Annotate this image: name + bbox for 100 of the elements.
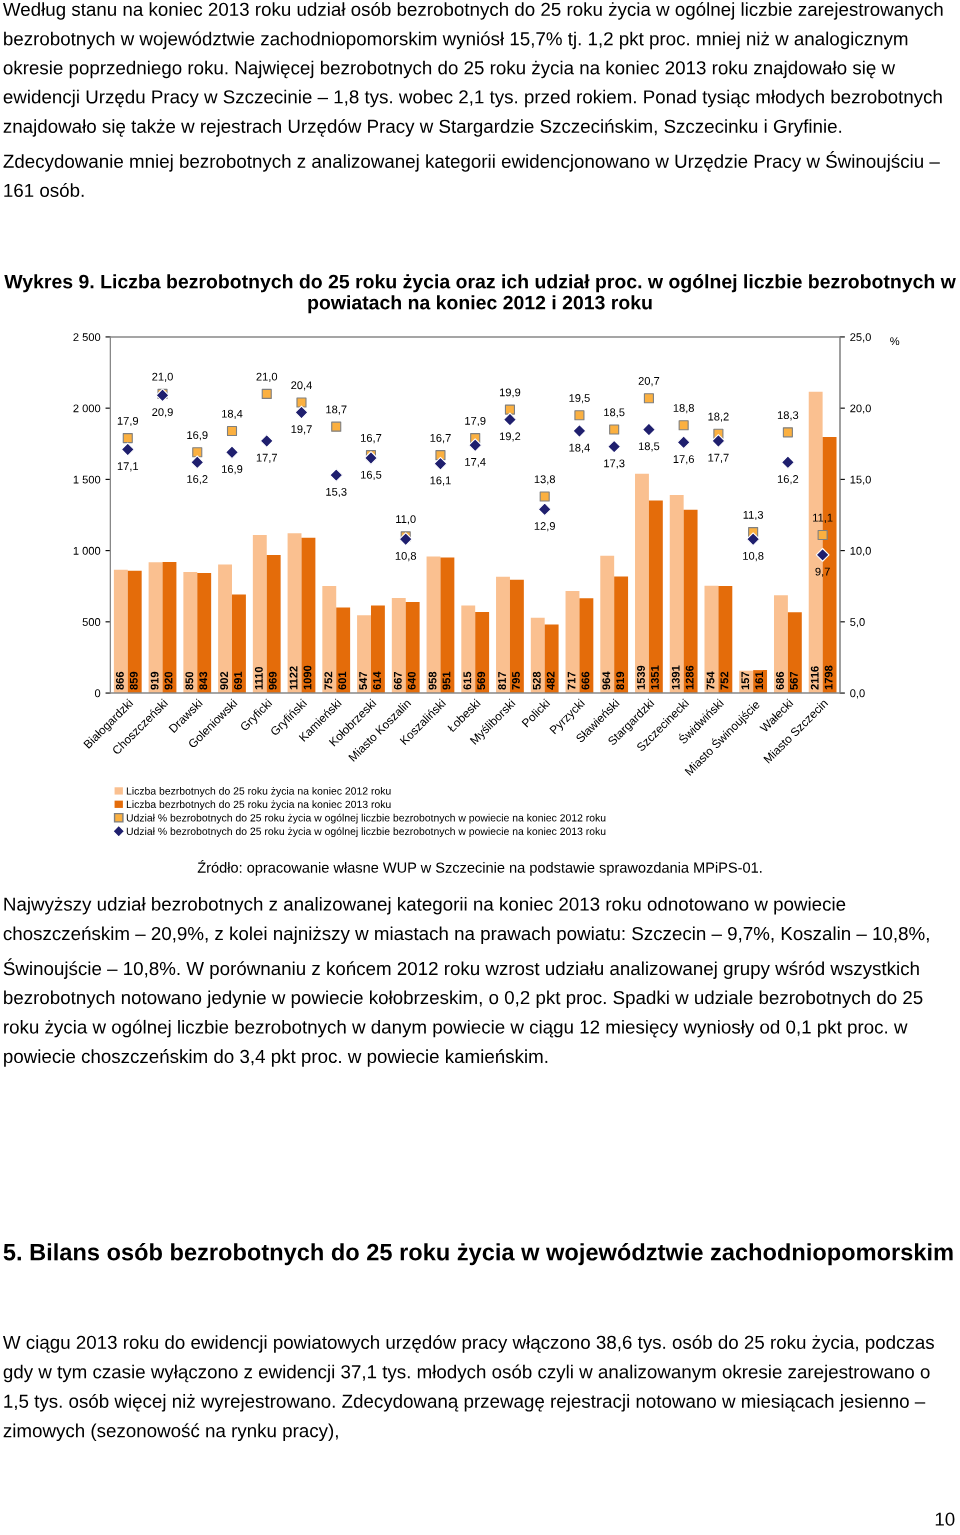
data-label: 1391 bbox=[671, 665, 680, 690]
data-label: 16,2 bbox=[777, 475, 799, 485]
bar bbox=[232, 594, 246, 694]
data-label: 20,4 bbox=[291, 381, 312, 391]
point bbox=[609, 424, 620, 435]
data-label: 19,9 bbox=[499, 388, 521, 398]
data-label: 13,8 bbox=[534, 475, 556, 485]
point bbox=[296, 397, 307, 408]
point bbox=[782, 427, 793, 438]
point bbox=[155, 388, 170, 403]
data-label: 752 bbox=[720, 671, 729, 690]
point bbox=[503, 412, 517, 427]
data-label: 18,3 bbox=[777, 411, 799, 421]
y-tick-label: 1 500 bbox=[73, 475, 101, 484]
bar bbox=[600, 555, 615, 694]
data-label: 10,8 bbox=[743, 552, 764, 562]
bar bbox=[461, 605, 476, 694]
point bbox=[433, 456, 448, 471]
bar bbox=[127, 570, 142, 694]
text: 5. Bilans osób bezrobotnych do 25 roku życia w województwie zachodniopomorskim bbox=[3, 1243, 953, 1266]
y-tick-label: 2 500 bbox=[73, 333, 101, 342]
data-label: 1110 bbox=[254, 666, 263, 690]
text: Najwyższy udział bezrobotnych z analizowanej kategorii na koniec 2013 roku odnotowano w powiecie choszczeńskim – 20,9%, z kolei najniższy w miastach na prawach powiatu: Szczecin – 9,7%, Koszalin – 10,8%, Świnoujście – 10,8%. W porównaniu z końcem 2012 roku wzrost udziału analizowanej grupy wśród wszystkich bezrobotnych notowano jedynie w powiecie kołobrzeskim, o 0,2 pkt proc. Spadki w udziale bezrobotnych do 25 roku życia w ogólnej liczbie bezrobotnych w danym powiecie w ciągu 12 miesięcy wyniosły od 0,1 pkt proc. w powiecie choszczeńskim do 3,4 pkt proc. w powiecie kamieńskim. bbox=[3, 897, 929, 1067]
bar bbox=[496, 576, 510, 694]
bar bbox=[635, 473, 649, 694]
data-label: 17,3 bbox=[604, 459, 625, 469]
point bbox=[468, 438, 483, 453]
data-label: 569 bbox=[477, 671, 486, 690]
data-label: 1351 bbox=[650, 665, 659, 690]
legend-label: Udział % bezrobotnych do 25 roku życia w ogólnej liczbie bezrobotnych w powiecie na koniec 2012 roku bbox=[126, 813, 606, 824]
bar bbox=[218, 564, 232, 694]
data-label: 795 bbox=[512, 671, 520, 690]
point bbox=[190, 455, 205, 470]
bar bbox=[509, 579, 524, 694]
text: 10 bbox=[935, 1512, 955, 1526]
bar bbox=[287, 533, 302, 694]
bar bbox=[544, 624, 559, 694]
data-label: 859 bbox=[129, 671, 138, 690]
legend-label: Liczba bezrbotnych do 25 roku życia na koniec 2013 roku bbox=[126, 800, 391, 811]
point bbox=[780, 455, 795, 470]
data-label: 667 bbox=[393, 671, 402, 690]
y2-tick-label: 25,0 bbox=[850, 333, 871, 343]
bar bbox=[113, 569, 128, 694]
legend-label: Liczba bezrbotnych do 25 roku życia na koniec 2012 roku bbox=[126, 787, 391, 797]
data-label: 18,2 bbox=[708, 412, 729, 422]
bar bbox=[669, 494, 684, 694]
data-label: 11,3 bbox=[743, 510, 764, 521]
data-label: 11,1 bbox=[813, 513, 833, 523]
data-label: 819 bbox=[616, 671, 625, 690]
data-label: 17,7 bbox=[256, 453, 277, 463]
data-label: 16,7 bbox=[430, 433, 451, 444]
data-label: 20,9 bbox=[152, 408, 173, 418]
data-label: 12,9 bbox=[534, 522, 555, 532]
bar bbox=[648, 500, 663, 694]
y2-axis-title: % bbox=[890, 337, 900, 346]
data-label: 1122 bbox=[289, 666, 298, 690]
data-label: 18,8 bbox=[673, 404, 694, 414]
data-label: 17,9 bbox=[465, 416, 486, 427]
data-label: 16,7 bbox=[361, 433, 382, 444]
data-label: 10,8 bbox=[395, 552, 417, 562]
data-label: 18,7 bbox=[326, 405, 347, 415]
data-label: 16,9 bbox=[222, 465, 243, 475]
bar bbox=[370, 605, 385, 694]
bar bbox=[530, 617, 545, 694]
bar bbox=[718, 585, 733, 694]
data-label: 157 bbox=[741, 671, 750, 690]
data-label: 717 bbox=[567, 671, 576, 690]
point bbox=[192, 447, 203, 458]
bar bbox=[614, 576, 629, 694]
data-label: 18,4 bbox=[222, 409, 243, 419]
bar bbox=[357, 615, 371, 694]
y2-tick-label: 10,0 bbox=[850, 546, 871, 557]
data-label: 866 bbox=[115, 671, 124, 690]
data-label: 958 bbox=[428, 671, 437, 690]
data-label: 16,5 bbox=[361, 470, 382, 480]
data-label: 16,9 bbox=[187, 431, 208, 441]
data-label: 601 bbox=[338, 671, 347, 690]
data-label: 752 bbox=[324, 671, 333, 690]
data-label: 969 bbox=[268, 671, 277, 690]
y2-tick-label: 20,0 bbox=[850, 404, 871, 414]
y-tick-label: 500 bbox=[82, 618, 101, 626]
point bbox=[259, 433, 274, 448]
point bbox=[537, 502, 552, 517]
point bbox=[504, 404, 515, 415]
data-label: 686 bbox=[776, 671, 784, 690]
point bbox=[294, 405, 309, 420]
data-label: 16,1 bbox=[430, 476, 451, 486]
legend-label: Udział % bezrobotnych do 25 roku życia w ogólnej liczbie bezrobotnych w powiecie na koniec 2013 roku bbox=[126, 827, 606, 838]
y-tick-label: 2 000 bbox=[73, 404, 101, 413]
data-label: 17,9 bbox=[117, 416, 139, 427]
data-label: 19,7 bbox=[291, 425, 312, 435]
data-label: 850 bbox=[185, 671, 194, 690]
data-label: 1539 bbox=[637, 665, 645, 690]
data-label: 640 bbox=[407, 671, 416, 690]
data-label: 902 bbox=[220, 671, 229, 690]
data-label: 21,0 bbox=[256, 372, 278, 382]
point bbox=[539, 491, 550, 502]
point bbox=[607, 439, 622, 454]
point bbox=[817, 529, 828, 540]
data-label: 817 bbox=[498, 671, 506, 690]
